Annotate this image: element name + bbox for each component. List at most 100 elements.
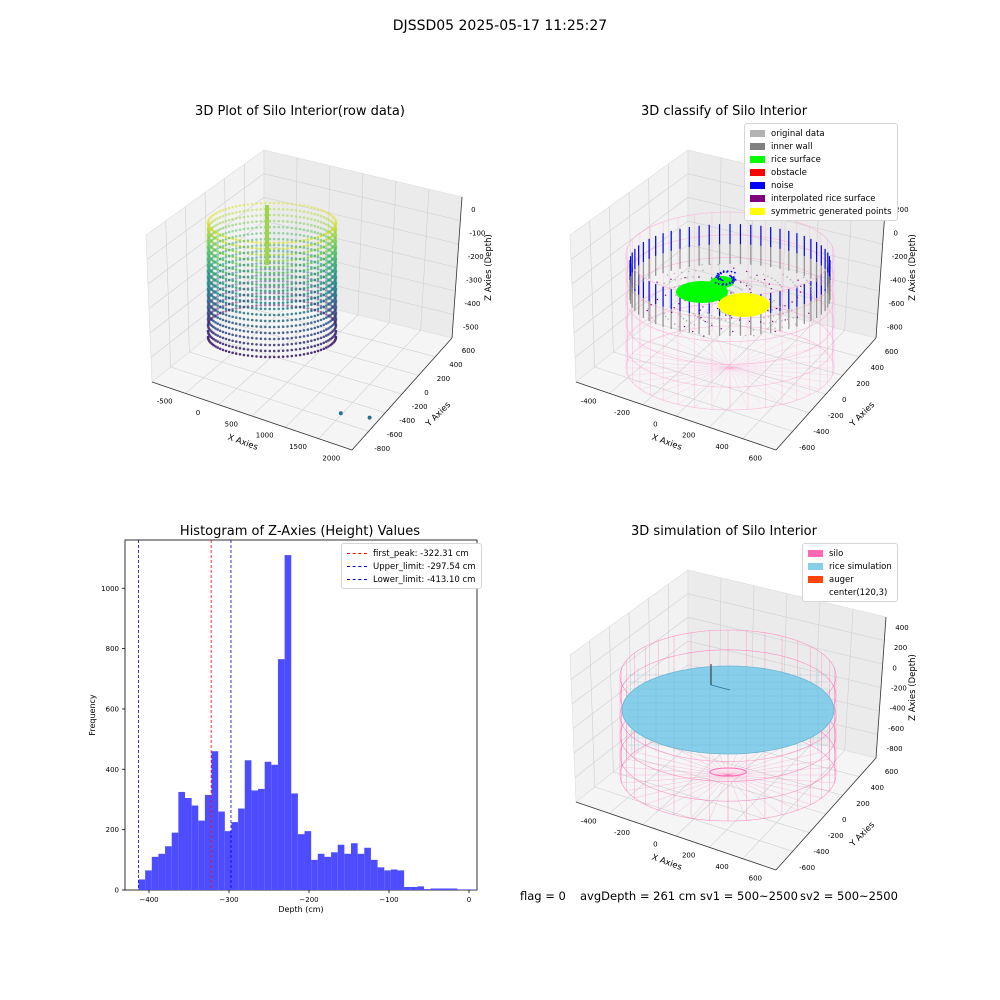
plot1-data-point — [277, 213, 281, 217]
plot1-data-point — [272, 325, 276, 329]
plot1-data-point — [319, 264, 323, 268]
plot1-data-point — [272, 249, 276, 253]
plot1-data-point — [298, 323, 302, 327]
plot1-data-point — [234, 229, 238, 232]
plot1-data-point — [286, 238, 289, 241]
plot1-data-point — [277, 349, 281, 353]
plot1-data-point — [277, 355, 281, 359]
plot1-data-point — [325, 340, 328, 343]
plot1-data-point — [212, 279, 215, 283]
plot1-data-point — [214, 218, 217, 221]
plot1-data-point — [255, 244, 258, 247]
plot1-data-point — [218, 293, 222, 297]
plot1-data-point — [259, 301, 263, 305]
plot1-data-point — [264, 283, 267, 287]
plot1-data-point — [246, 227, 250, 230]
plot1-z-tick-label: -500 — [463, 323, 479, 331]
plot1-data-point — [290, 262, 294, 266]
plot1-data-point — [306, 307, 310, 310]
plot1-data-point — [218, 209, 222, 213]
plot1-data-point — [310, 211, 313, 215]
plot1-data-point — [268, 313, 272, 317]
plot1-data-point — [214, 321, 217, 324]
plot1-data-point — [221, 246, 225, 250]
plot1-data-point — [272, 277, 276, 281]
plot1-data-point — [322, 317, 326, 321]
plot1-data-point — [259, 255, 263, 259]
plot1-data-point — [234, 274, 238, 277]
plot1-data-point — [281, 304, 285, 307]
plot1-data-point — [268, 259, 272, 263]
plot1-data-point — [234, 205, 238, 208]
plot1-data-point — [286, 337, 289, 340]
plot1-data-point — [316, 241, 320, 245]
plot1-data-point — [250, 280, 254, 284]
plot1-data-point — [281, 313, 285, 317]
plot1-data-point — [234, 301, 238, 304]
plot1-data-point — [306, 211, 310, 214]
plot4-x-tick-label: 0 — [653, 840, 657, 848]
plot1-data-point — [231, 351, 234, 355]
plot1-data-point — [224, 331, 228, 335]
plot1-data-point — [306, 217, 310, 220]
plot1-data-point — [286, 220, 289, 223]
plot1-data-point — [259, 289, 263, 293]
plot1-data-point — [281, 268, 285, 271]
plot4-z-tick-label: -600 — [888, 725, 904, 733]
plot1-data-point — [272, 297, 276, 301]
plot1-data-point — [218, 329, 222, 333]
plot1-data-point — [212, 285, 215, 289]
plot1-data-point — [224, 301, 228, 305]
plot1-data-point — [319, 342, 323, 346]
plot1-data-point — [268, 319, 272, 323]
plot1-data-point — [290, 214, 294, 218]
plot1-data-point — [286, 295, 289, 298]
plot1-data-point — [259, 283, 263, 287]
plot1-data-point — [313, 344, 317, 348]
plot1-data-point — [221, 276, 225, 280]
plot1-data-point — [216, 229, 219, 232]
plot1-data-point — [290, 252, 294, 256]
plot1-data-point — [242, 353, 246, 357]
plot1-data-point — [234, 217, 238, 220]
plot1-data-point — [302, 216, 306, 219]
plot1-data-point — [221, 250, 225, 254]
plot1-data-point — [221, 208, 225, 212]
plot1-data-point — [327, 339, 330, 342]
plot1-data-point — [234, 280, 238, 283]
plot1-data-point — [290, 288, 294, 292]
plot1-data-point — [259, 274, 263, 277]
plot1-data-point — [231, 271, 234, 275]
plot1-data-point — [259, 220, 263, 223]
plot1-data-point — [268, 291, 272, 295]
plot1-data-point — [272, 265, 276, 269]
footer-sv2: sv2 = 500~2500 — [800, 889, 898, 903]
plot1-data-point — [259, 355, 263, 359]
plot1-data-point — [277, 313, 281, 317]
plot1-data-point — [286, 331, 289, 334]
plot1-data-point — [242, 347, 246, 351]
plot1-data-point — [268, 301, 272, 305]
plot1-grid-line — [245, 306, 436, 357]
plot1-data-point — [246, 342, 250, 345]
plot1-data-point — [329, 313, 332, 317]
plot1-data-point — [277, 301, 281, 305]
plot1-data-point — [224, 307, 228, 311]
plot4-legend-label: auger — [829, 574, 854, 585]
plot1-data-point — [302, 264, 306, 268]
plot1-data-point — [268, 307, 272, 311]
plot1-data-point — [221, 318, 225, 322]
plot1-data-point — [224, 247, 228, 251]
plot1-data-point — [255, 319, 258, 322]
plot1-data-point — [290, 256, 294, 260]
plot1-data-point — [322, 329, 326, 333]
plot1-data-point — [234, 235, 238, 238]
plot1-data-point — [250, 330, 254, 334]
plot1-data-point — [290, 232, 294, 236]
plot1-data-point — [255, 304, 258, 307]
plot1-data-point — [319, 258, 323, 262]
plot1-data-point — [224, 349, 228, 353]
plot1-data-point — [329, 307, 332, 311]
plot1-data-point — [221, 294, 225, 298]
plot1-data-point — [268, 355, 272, 359]
